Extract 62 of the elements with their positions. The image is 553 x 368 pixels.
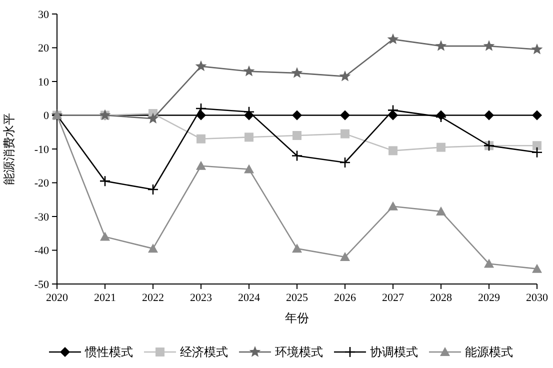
point [388, 201, 398, 210]
point [340, 129, 350, 138]
y-tick-label: 10 [38, 76, 50, 88]
point [99, 175, 111, 187]
point [292, 110, 302, 120]
x-tick-label: 2023 [190, 292, 212, 304]
y-tick-label: -10 [34, 144, 50, 156]
point [147, 112, 159, 124]
x-tick-label: 2026 [334, 292, 356, 304]
point [196, 160, 206, 170]
point [100, 232, 110, 241]
point [291, 67, 303, 78]
point [532, 264, 542, 273]
y-axis-title: 能源消费水平 [2, 113, 16, 185]
point [147, 184, 159, 196]
point [244, 132, 254, 142]
x-tick-label: 2025 [286, 292, 308, 304]
point [244, 164, 254, 174]
x-tick-label: 2020 [46, 292, 68, 304]
point [292, 131, 302, 140]
point [435, 40, 447, 51]
point [388, 146, 398, 156]
x-tick-label: 2028 [430, 292, 452, 304]
point [292, 244, 302, 253]
point [339, 70, 351, 82]
x-tick-label: 2030 [526, 292, 548, 304]
x-tick-label: 2024 [238, 292, 260, 304]
x-tick-label: 2022 [142, 292, 164, 304]
point [532, 110, 542, 120]
y-tick-label: 30 [38, 8, 50, 21]
point [195, 60, 207, 72]
y-tick-label: -20 [34, 178, 50, 190]
point [339, 156, 351, 168]
legend-label: 经济模式 [180, 345, 228, 360]
point [243, 65, 255, 76]
point [340, 110, 350, 120]
point [387, 33, 399, 44]
y-tick-label: 0 [44, 110, 50, 122]
legend-label: 惯性模式 [84, 345, 133, 360]
x-axis-title: 年份 [285, 311, 309, 325]
x-tick-label: 2029 [478, 292, 500, 304]
y-tick-label: -30 [34, 211, 50, 224]
point [196, 134, 206, 144]
point [291, 150, 303, 162]
legend-label: 能源模式 [465, 345, 513, 360]
point [148, 244, 158, 253]
legend-label: 协调模式 [370, 345, 418, 360]
point [484, 258, 494, 268]
point [436, 142, 446, 152]
point [531, 146, 543, 158]
point [436, 206, 446, 216]
point [531, 43, 543, 54]
point [484, 110, 494, 120]
point [483, 40, 495, 51]
point [340, 252, 350, 261]
y-tick-label: -40 [34, 245, 50, 258]
legend-label: 环境模式 [275, 345, 323, 360]
x-tick-label: 2021 [94, 292, 116, 304]
y-tick-label: 20 [38, 42, 50, 55]
point [532, 141, 542, 150]
x-tick-label: 2027 [382, 292, 404, 304]
y-tick-label: -50 [34, 278, 50, 291]
